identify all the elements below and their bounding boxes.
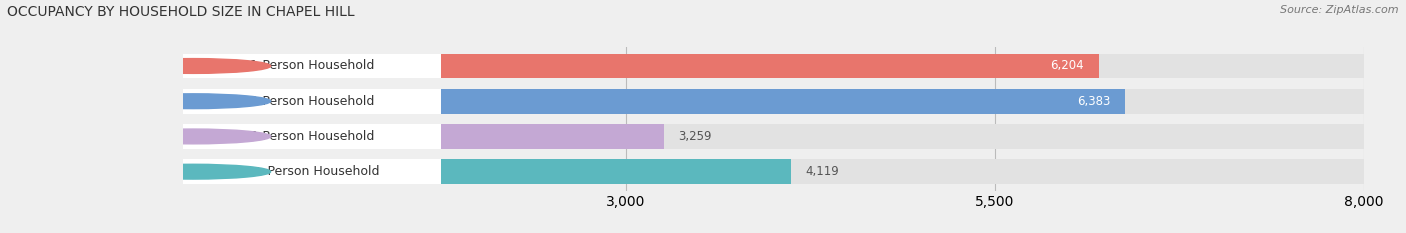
Circle shape: [115, 129, 270, 144]
Text: 3,259: 3,259: [679, 130, 713, 143]
Text: 1-Person Household: 1-Person Household: [250, 59, 374, 72]
Text: Source: ZipAtlas.com: Source: ZipAtlas.com: [1281, 5, 1399, 15]
Bar: [183, 159, 790, 184]
Text: 4+ Person Household: 4+ Person Household: [245, 165, 380, 178]
Bar: [183, 124, 1364, 149]
Bar: [183, 89, 1125, 113]
Circle shape: [115, 58, 270, 73]
Bar: [183, 54, 1364, 78]
Text: 4,119: 4,119: [806, 165, 839, 178]
Circle shape: [115, 164, 270, 179]
Bar: [183, 54, 1098, 78]
Circle shape: [115, 94, 270, 109]
Bar: [183, 124, 664, 149]
Bar: [183, 89, 1364, 113]
Bar: [183, 159, 1364, 184]
Text: OCCUPANCY BY HOUSEHOLD SIZE IN CHAPEL HILL: OCCUPANCY BY HOUSEHOLD SIZE IN CHAPEL HI…: [7, 5, 354, 19]
Text: 2-Person Household: 2-Person Household: [250, 95, 374, 108]
Text: 6,204: 6,204: [1050, 59, 1084, 72]
Text: 6,383: 6,383: [1077, 95, 1111, 108]
Text: 3-Person Household: 3-Person Household: [250, 130, 374, 143]
